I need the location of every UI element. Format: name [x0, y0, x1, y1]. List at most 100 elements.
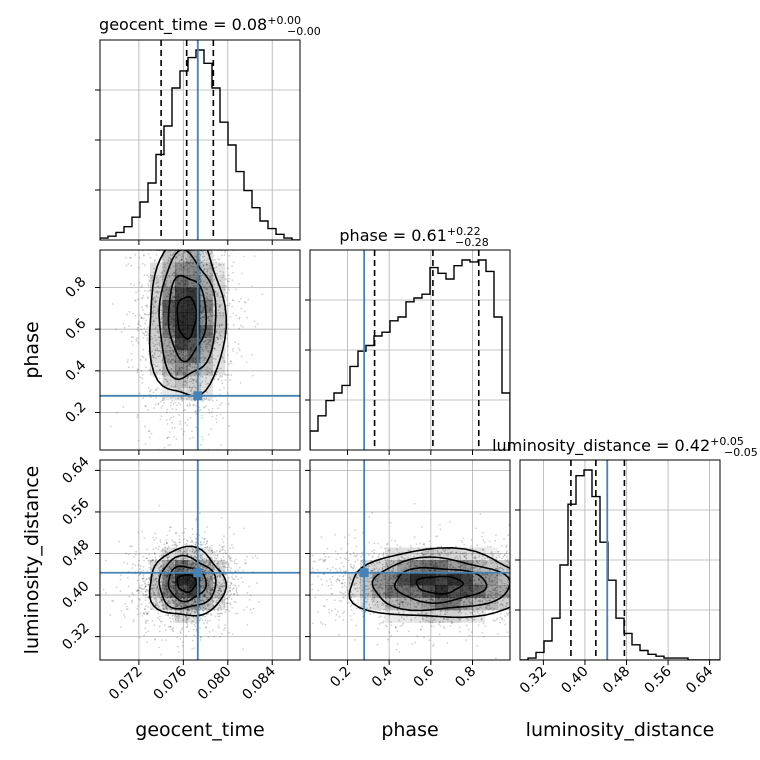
sample-point: [209, 344, 212, 346]
sample-point: [202, 264, 205, 267]
sample-point: [115, 328, 117, 331]
sample-point: [184, 380, 187, 383]
sample-point: [109, 425, 112, 428]
sample-point: [473, 579, 476, 582]
sample-point: [173, 601, 175, 604]
sample-point: [127, 263, 130, 265]
sample-point: [199, 554, 201, 557]
sample-point: [165, 351, 168, 353]
sample-point: [207, 561, 210, 564]
sample-point: [243, 300, 246, 303]
sample-point: [171, 362, 174, 365]
sample-point: [201, 348, 204, 351]
sample-point: [191, 561, 194, 564]
sample-point: [158, 566, 161, 569]
sample-point: [228, 254, 231, 257]
sample-point: [235, 575, 238, 578]
sample-point: [154, 301, 156, 304]
sample-point: [199, 443, 202, 446]
sample-point: [152, 345, 155, 348]
sample-point: [146, 589, 149, 591]
sample-point: [552, 642, 554, 644]
sample-point: [231, 543, 233, 546]
sample-point: [338, 579, 341, 582]
sample-point: [174, 618, 177, 621]
sample-point: [204, 605, 206, 607]
sample-point: [188, 396, 190, 399]
sample-point: [180, 605, 183, 608]
sample-point: [166, 575, 168, 577]
sample-point: [222, 312, 225, 315]
sample-point: [173, 401, 176, 404]
sample-point: [330, 609, 333, 612]
sample-point: [251, 556, 254, 559]
sample-point: [154, 312, 157, 315]
sample-point: [206, 288, 208, 291]
sample-point: [154, 604, 157, 607]
sample-point: [190, 261, 192, 264]
sample-point: [222, 566, 225, 568]
sample-point: [235, 314, 237, 317]
sample-point: [188, 403, 191, 405]
sample-point: [206, 281, 209, 284]
sample-point: [222, 570, 225, 572]
sample-point: [171, 601, 174, 604]
sample-point: [130, 340, 133, 343]
sample-point: [172, 576, 175, 579]
sample-point: [154, 578, 156, 580]
sample-point: [167, 358, 170, 361]
sample-point: [472, 561, 475, 564]
sample-point: [123, 326, 126, 329]
sample-point: [224, 561, 227, 564]
sample-point: [151, 312, 154, 315]
sample-point: [173, 585, 176, 587]
sample-point: [204, 573, 207, 576]
sample-point: [160, 598, 163, 601]
sample-point: [505, 612, 508, 615]
sample-point: [390, 634, 393, 637]
sample-point: [142, 580, 145, 583]
sample-point: [104, 559, 107, 562]
sample-point: [202, 585, 205, 587]
sample-point: [201, 436, 204, 438]
sample-point: [216, 556, 219, 559]
sample-point: [160, 272, 163, 275]
sample-point: [227, 403, 230, 405]
sample-point: [161, 585, 164, 588]
sample-point: [125, 605, 128, 608]
sample-point: [173, 355, 176, 358]
sample-point: [227, 569, 230, 571]
sample-point: [149, 389, 152, 391]
sample-point: [199, 599, 202, 602]
sample-point: [174, 270, 177, 272]
sample-point: [159, 355, 161, 357]
sample-point: [236, 586, 238, 589]
sample-point: [210, 315, 213, 318]
sample-point: [229, 360, 232, 363]
sample-point: [477, 583, 480, 586]
sample-point: [182, 619, 185, 622]
sample-point: [154, 349, 157, 352]
sample-point: [187, 564, 190, 567]
sample-point: [158, 504, 161, 507]
sample-point: [159, 600, 161, 603]
sample-point: [223, 581, 226, 584]
sample-point: [149, 257, 152, 259]
sample-point: [148, 436, 151, 439]
sample-point: [153, 591, 155, 594]
sample-point: [211, 597, 214, 599]
sample-point: [147, 276, 150, 278]
sample-point: [172, 566, 175, 569]
sample-point: [166, 384, 169, 386]
sample-point: [160, 596, 163, 599]
sample-point: [227, 287, 230, 289]
sample-point: [166, 556, 169, 559]
sample-point: [137, 613, 139, 616]
sample-point: [203, 267, 206, 270]
sample-point: [148, 578, 151, 581]
sample-point: [130, 336, 133, 338]
sample-point: [221, 276, 224, 278]
sample-point: [169, 254, 172, 256]
sample-point: [191, 550, 194, 553]
sample-point: [160, 321, 163, 324]
